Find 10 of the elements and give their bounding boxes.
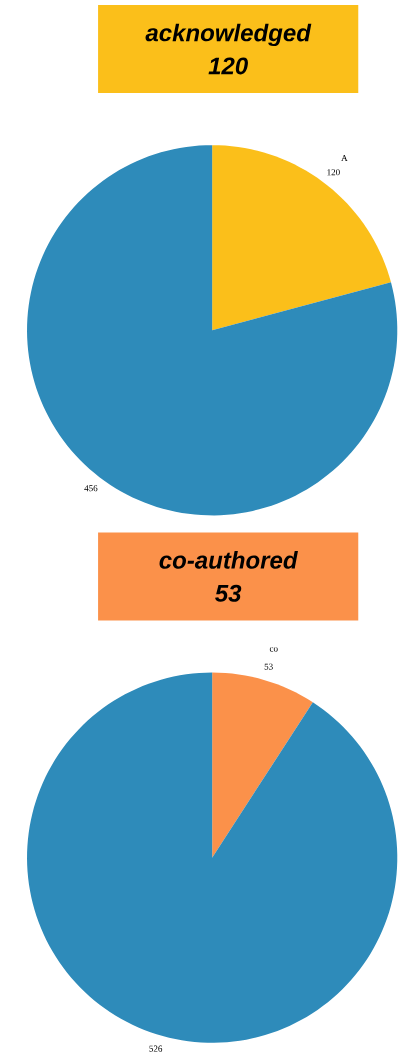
- chart-subtitle: 120: [208, 57, 248, 75]
- chart-subtitle: 53: [214, 584, 242, 602]
- data-label: 526: [149, 1045, 163, 1052]
- chart-title: acknowledged: [145, 23, 312, 47]
- data-label: 53: [264, 663, 273, 670]
- chart-title: co-authored: [159, 551, 298, 569]
- data-label: 456: [84, 485, 98, 492]
- slice-label: A: [341, 155, 348, 161]
- slice-label: co: [269, 647, 278, 652]
- data-label: 120: [327, 169, 340, 176]
